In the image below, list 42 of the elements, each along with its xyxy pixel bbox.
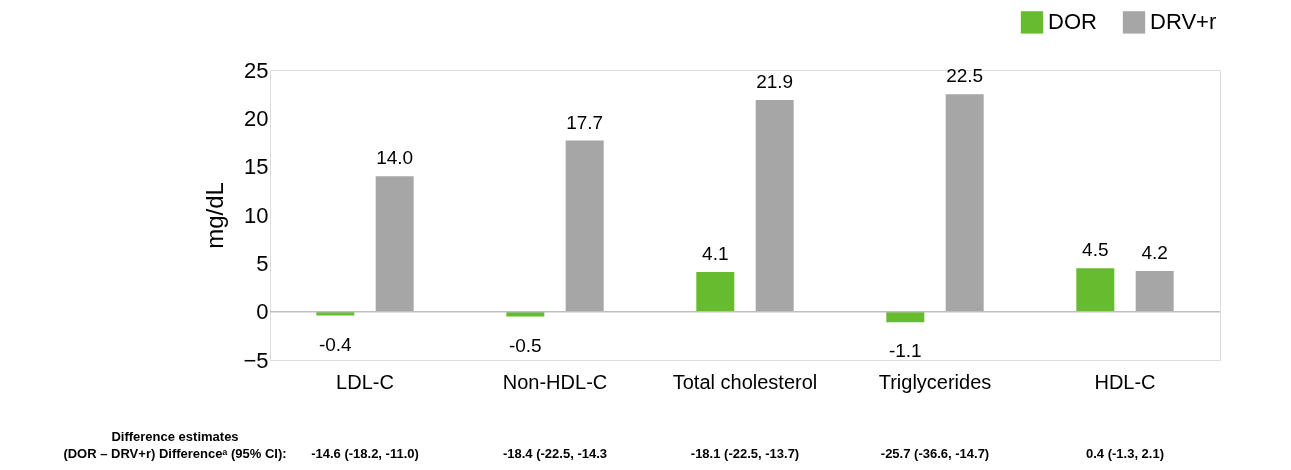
bar	[565, 140, 604, 312]
y-tick-label: 0	[256, 299, 269, 325]
text: -14.6 (-18.2, -11.0)	[311, 446, 419, 461]
bar	[755, 99, 794, 312]
bar	[1135, 271, 1174, 312]
data-label: 4.5	[1082, 239, 1109, 261]
data-label: -0.5	[508, 334, 542, 356]
bar	[375, 176, 414, 312]
bar	[1076, 268, 1115, 312]
data-label: -1.1	[888, 340, 922, 362]
bar	[506, 311, 545, 317]
legend-label: DOR	[1048, 9, 1097, 35]
bar	[886, 311, 925, 323]
data-label: 17.7	[566, 111, 604, 133]
text: -25.7 (-36.6, -14.7)	[880, 446, 990, 461]
x-tick-label: Total cholesterol	[672, 370, 818, 393]
y-tick-label: 5	[256, 250, 269, 276]
x-tick-label: LDL-C	[336, 370, 394, 393]
x-tick-label: HDL-C	[1094, 370, 1156, 393]
data-label: 21.9	[756, 70, 794, 92]
x-tick-label: Non-HDL-C	[502, 370, 608, 393]
text: Difference estimates	[111, 429, 239, 444]
y-tick-label: 15	[244, 154, 269, 180]
text: 0.4 (-1.3, 2.1)	[1085, 446, 1165, 461]
data-label: 22.5	[946, 65, 984, 87]
text: -18.4 (-22.5, -14.3	[502, 446, 608, 461]
data-label: -0.4	[318, 333, 353, 355]
x-tick-label: Triglycerides	[878, 370, 992, 393]
bar	[316, 311, 355, 316]
y-tick-label: 10	[244, 202, 269, 228]
y-axis-title: mg/dL	[201, 182, 229, 249]
text: -18.1 (-22.5, -13.7)	[690, 446, 800, 461]
data-label: 14.0	[376, 147, 414, 169]
data-label: 4.2	[1141, 242, 1168, 264]
text: (DOR – DRV+r) Differenceᵃ (95% CI):	[63, 446, 287, 461]
y-tick-label: −5	[243, 347, 269, 373]
y-tick-label: 25	[244, 57, 269, 83]
bar	[945, 94, 984, 312]
y-tick-label: 20	[244, 105, 269, 131]
bar	[696, 272, 735, 312]
legend-label: DRV+r	[1150, 9, 1217, 35]
data-label: 4.1	[702, 243, 729, 265]
